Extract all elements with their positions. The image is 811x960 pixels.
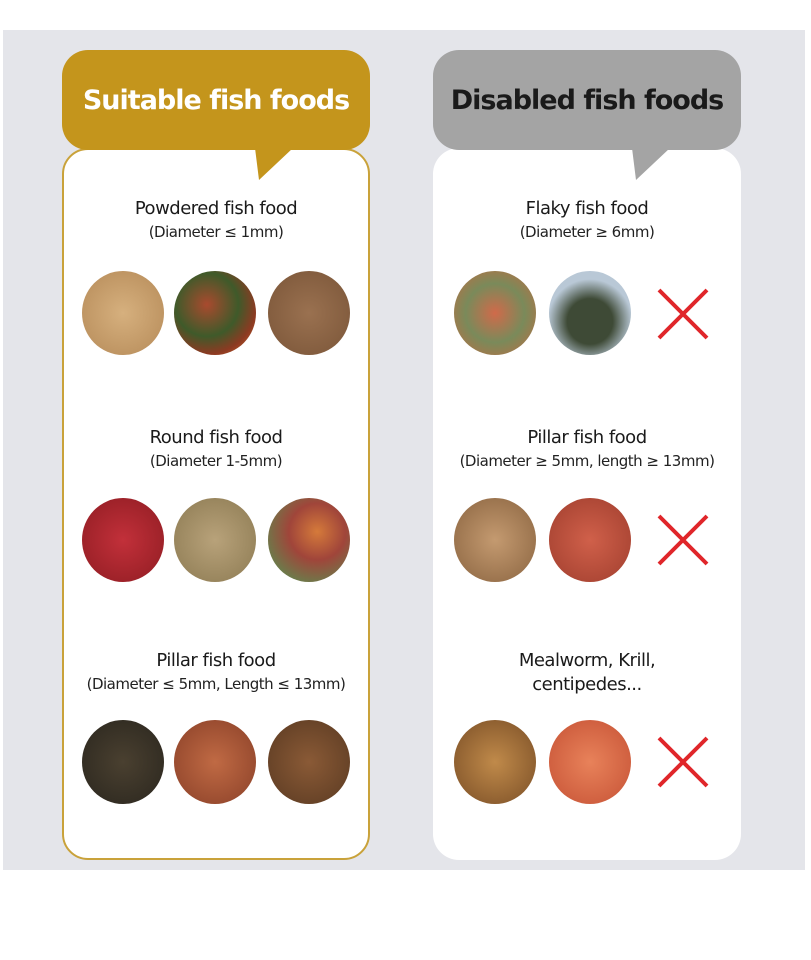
reddish-brown-pellets-image <box>174 720 256 804</box>
tan-round-pellets-image <box>174 498 256 582</box>
dark-pellets-image <box>82 720 164 804</box>
red-green-flakes-image <box>174 271 256 355</box>
section-title: Pillar fish food <box>156 650 276 671</box>
section-round: Round fish food (Diameter 1-5mm) <box>62 426 370 472</box>
section-subtitle: (Diameter ≤ 5mm, Length ≤ 13mm) <box>86 675 346 693</box>
brown-sticks-image <box>268 720 350 804</box>
mixed-pellets-image <box>268 498 350 582</box>
section-subtitle: (Diameter ≤ 1mm) <box>148 223 284 241</box>
light-tan-powder-image <box>82 271 164 355</box>
speech-tail <box>632 148 670 180</box>
section-title: Flaky fish food <box>525 198 649 219</box>
suitable-header: Suitable fish foods <box>62 50 370 150</box>
section-live-food: Mealworm, Krill, centipedes... <box>433 649 741 697</box>
section-title: Mealworm, Krill, <box>518 650 656 671</box>
section-powdered: Powdered fish food (Diameter ≤ 1mm) <box>62 197 370 243</box>
section-pillar-large: Pillar fish food (Diameter ≥ 5mm, length… <box>433 426 741 472</box>
krill-image <box>549 720 631 804</box>
red-round-pellets-image <box>82 498 164 582</box>
section-flaky: Flaky fish food (Diameter ≥ 6mm) <box>433 197 741 243</box>
disabled-header: Disabled fish foods <box>433 50 741 150</box>
section-subtitle: (Diameter ≥ 5mm, length ≥ 13mm) <box>459 452 715 470</box>
brown-powder-image <box>268 271 350 355</box>
colorful-flakes-image <box>454 271 536 355</box>
red-x-icon <box>657 288 709 340</box>
section-pillar: Pillar fish food (Diameter ≤ 5mm, Length… <box>62 649 370 695</box>
green-algae-wafers-image <box>549 271 631 355</box>
tan-long-sticks-image <box>454 498 536 582</box>
mealworms-image <box>454 720 536 804</box>
section-title: Pillar fish food <box>527 427 647 448</box>
section-title: Powdered fish food <box>134 198 298 219</box>
red-long-sticks-image <box>549 498 631 582</box>
section-subtitle: (Diameter 1-5mm) <box>149 452 283 470</box>
speech-tail <box>255 148 293 180</box>
red-x-icon <box>657 736 709 788</box>
section-title: Round fish food <box>149 427 283 448</box>
red-x-icon <box>657 514 709 566</box>
section-subtitle: (Diameter ≥ 6mm) <box>519 223 655 241</box>
section-title-line2: centipedes... <box>532 674 642 695</box>
